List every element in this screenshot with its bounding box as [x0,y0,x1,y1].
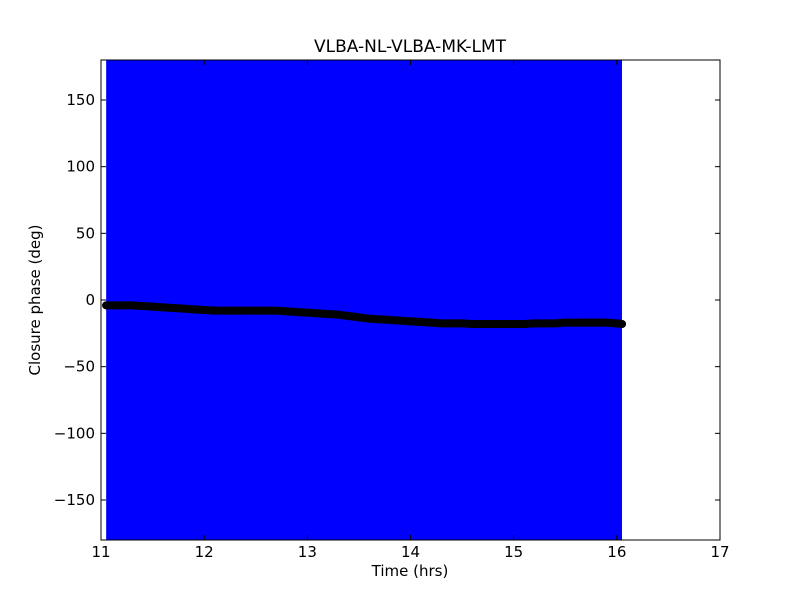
x-axis-label: Time (hrs) [371,562,449,580]
error-band [106,60,622,540]
data-point [210,306,219,315]
data-points [102,301,626,328]
data-point [365,314,374,323]
data-point [323,310,332,318]
data-point [458,319,467,328]
data-point [127,301,136,310]
data-point [437,319,446,328]
data-point [478,320,487,328]
data-point [112,301,121,310]
data-point [406,317,415,326]
data-point [499,320,508,328]
data-point [102,301,111,310]
data-point [231,306,240,315]
data-point [509,320,518,328]
data-point [313,309,322,318]
data-point [416,318,425,326]
data-point [385,316,394,324]
data-point [571,318,580,327]
data-point [427,318,436,327]
y-tick-label: −100 [54,424,95,442]
x-axis: 11 12 13 14 15 16 17 [91,60,730,561]
y-tick-label: −150 [54,491,95,509]
data-point [592,318,601,327]
data-point [293,308,302,316]
data-point [581,318,590,327]
data-point [179,304,188,313]
data-point [375,315,384,324]
data-point [220,306,229,315]
data-point [617,320,626,328]
data-point [519,320,528,328]
data-point [189,305,198,314]
data-point [447,319,456,328]
data-point [200,306,209,314]
data-point [540,319,549,328]
y-axis-label: Closure phase (deg) [26,225,44,376]
x-tick-label: 11 [91,543,110,561]
data-point [344,312,353,320]
y-tick-label: 150 [66,91,95,109]
x-tick-label: 17 [710,543,729,561]
data-point [530,319,539,328]
data-point [158,303,167,312]
x-tick-label: 13 [298,543,317,561]
data-point [468,320,477,328]
x-tick-label: 15 [504,543,523,561]
data-point [148,302,157,311]
x-tick-label: 14 [401,543,420,561]
data-point [138,302,147,310]
y-tick-label: 100 [66,158,95,176]
data-point [303,308,312,317]
data-point [561,318,570,327]
data-point [282,307,291,316]
data-point [169,304,178,312]
data-point [550,319,559,328]
x-tick-label: 12 [195,543,214,561]
chart-title: VLBA-NL-VLBA-MK-LMT [314,37,507,57]
y-tick-label: 50 [76,224,95,242]
data-point [251,306,260,315]
data-point [272,306,281,315]
data-point [334,310,343,319]
data-point [396,316,405,325]
data-point [241,306,250,315]
data-point [489,320,498,328]
data-point [354,313,363,322]
plot-area [100,59,721,541]
data-point [602,318,611,327]
x-tick-label: 16 [607,543,626,561]
y-tick-label: −50 [63,358,95,376]
data-point [262,306,271,315]
y-tick-label: 0 [85,291,95,309]
y-axis: −150 −100 −50 0 50 100 150 [54,91,720,509]
